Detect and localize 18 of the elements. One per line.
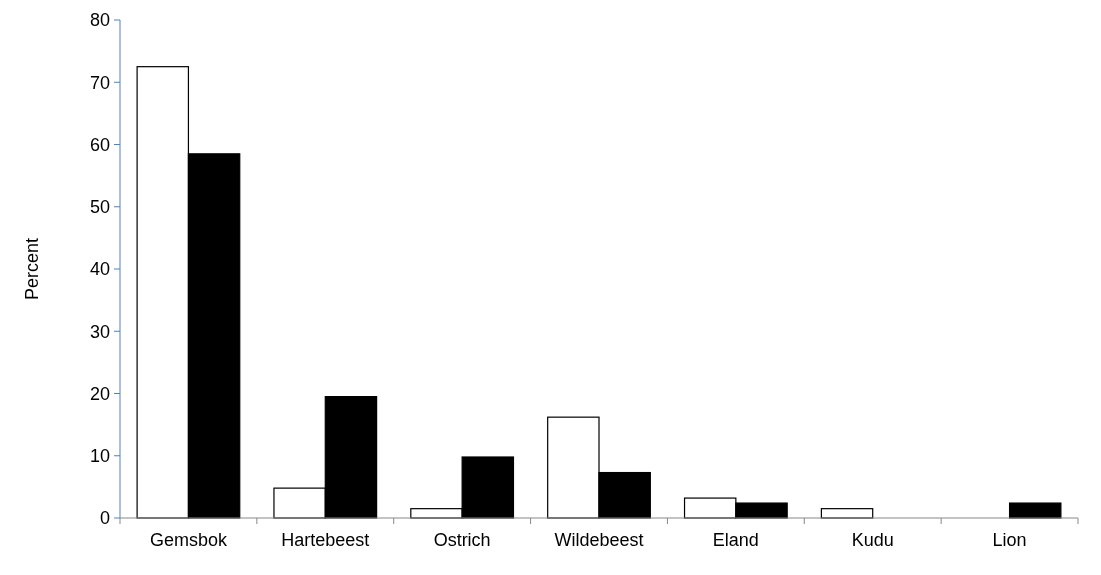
bar bbox=[1008, 502, 1062, 519]
x-tick-label: Hartebeest bbox=[281, 530, 370, 550]
x-tick-label: Wildebeest bbox=[554, 530, 644, 550]
y-tick-label: 80 bbox=[89, 10, 110, 31]
x-tick-label: Lion bbox=[992, 530, 1027, 550]
y-tick-label: 40 bbox=[89, 259, 110, 280]
y-tick-label: 0 bbox=[99, 508, 110, 529]
y-axis-title: Percent bbox=[22, 237, 42, 301]
y-tick-label: 10 bbox=[89, 446, 110, 467]
y-tick-label: 70 bbox=[89, 72, 110, 93]
x-tick-label: Kudu bbox=[851, 530, 894, 550]
x-tick-label: Gemsbok bbox=[149, 530, 228, 550]
y-tick-label: 50 bbox=[89, 197, 110, 218]
y-tick-label: 20 bbox=[89, 383, 110, 404]
x-tick-label: Eland bbox=[712, 530, 759, 550]
x-tick-label: Ostrich bbox=[433, 530, 491, 550]
y-tick-label: 60 bbox=[89, 134, 110, 155]
y-tick-label: 30 bbox=[89, 321, 110, 342]
